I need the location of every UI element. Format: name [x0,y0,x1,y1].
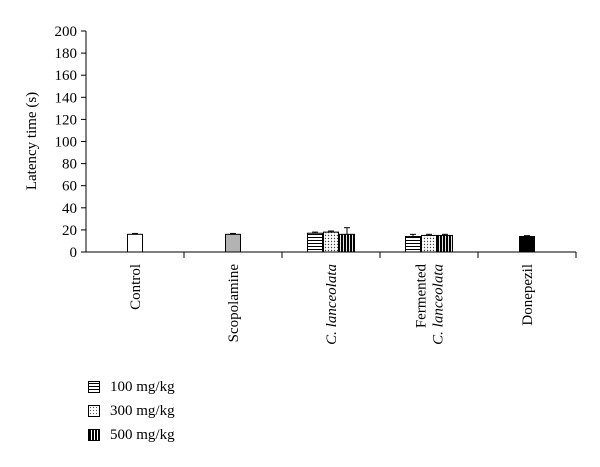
category-label: Donepezil [520,264,536,326]
y-tick-label: 200 [55,24,78,40]
legend-entry: 500 mg/kg [88,426,175,444]
y-tick-label: 180 [55,46,78,62]
y-axis-label: Latency time (s) [24,92,40,190]
category-label: C. lanceolata [431,264,447,345]
category-label: Fermented [414,264,430,329]
legend-swatch [88,405,100,417]
y-tick-label: 120 [55,112,78,128]
y-tick-label: 20 [62,223,77,239]
bar [421,234,437,253]
legend-swatch [88,381,100,393]
y-tick-label: 100 [55,135,78,151]
y-tick-label: 160 [55,68,78,84]
legend-entry: 100 mg/kg [88,378,175,396]
axes: 0 20 40 60 80 100 120 140 160 180 200 [55,24,577,261]
bar [225,233,241,253]
legend-entry: 300 mg/kg [88,402,175,420]
category-label: C. lanceolata [324,264,340,345]
bars [127,227,535,253]
y-tick-label: 80 [62,157,77,173]
bar [307,232,323,253]
legend-label: 500 mg/kg [110,426,175,443]
legend-label: 100 mg/kg [110,378,175,395]
legend-label: 300 mg/kg [110,402,175,419]
category-labels: Control Scopolamine C. lanceolata Fermented… [128,264,536,345]
bar [405,236,421,253]
bar [339,233,355,253]
bar [437,234,453,253]
legend-swatch [88,429,100,441]
bar [519,236,535,253]
y-tick-label: 40 [62,201,77,217]
y-tick-label: 0 [70,245,78,261]
y-tick-label: 60 [62,179,77,195]
category-label: Scopolamine [226,264,242,343]
category-label: Control [128,264,144,310]
bar [323,231,339,253]
bar [127,233,143,253]
y-tick-label: 140 [55,90,78,106]
